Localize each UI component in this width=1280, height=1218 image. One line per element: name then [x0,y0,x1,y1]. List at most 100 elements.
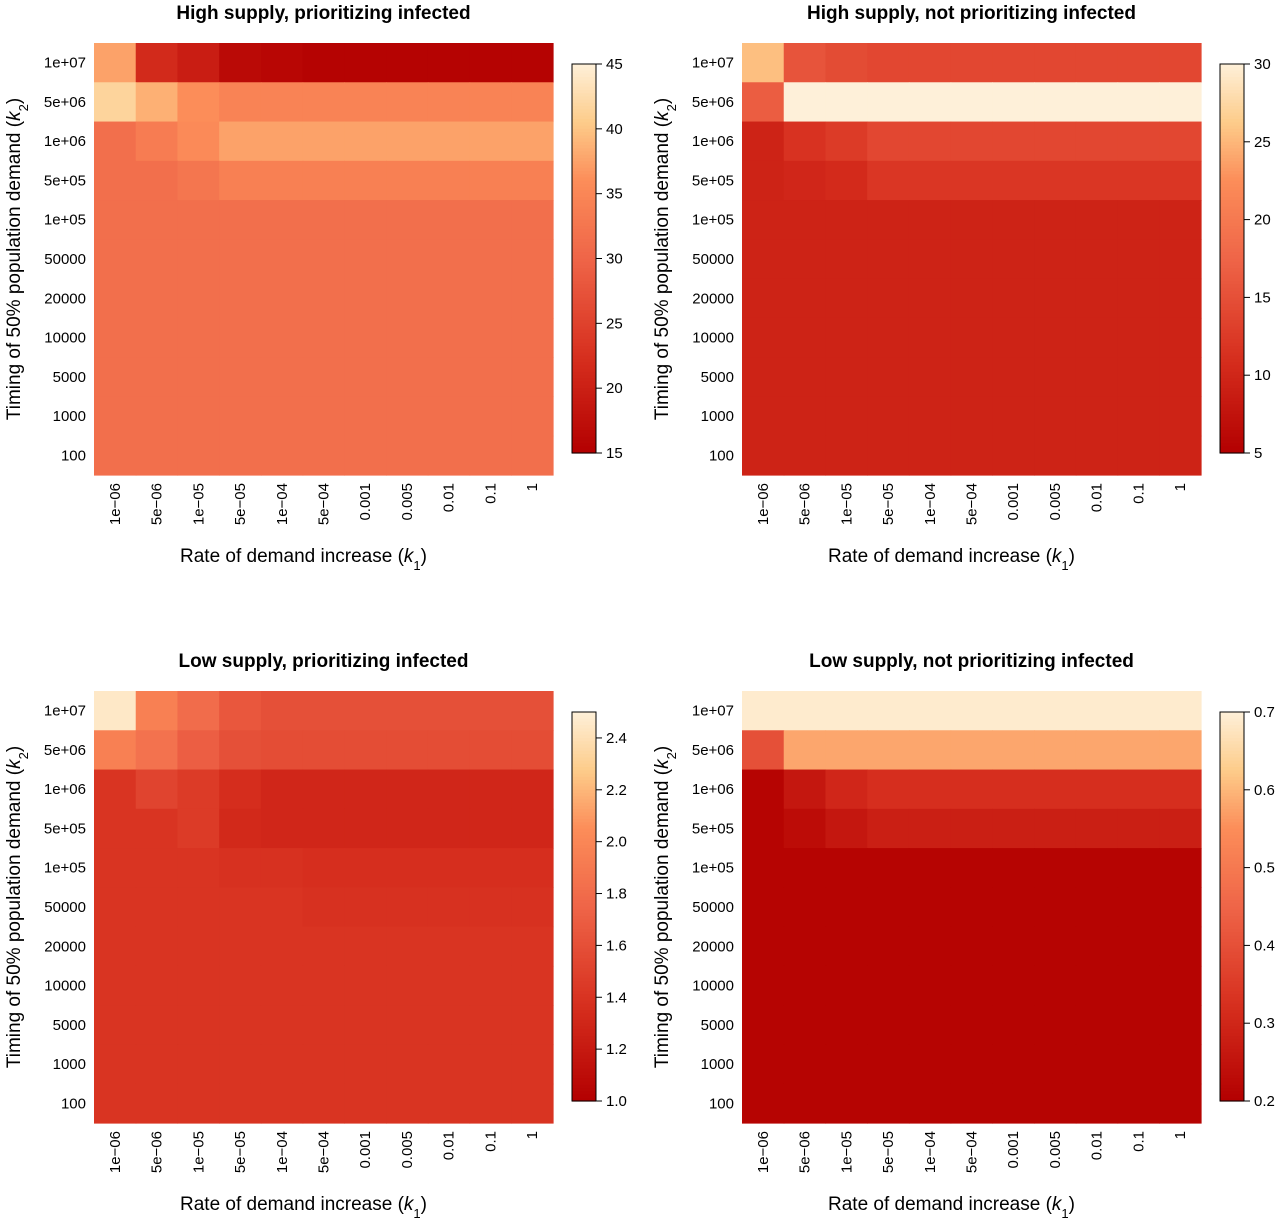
colorbar-step [1220,854,1244,859]
heatmap-cell [742,278,785,319]
heatmap-cell [177,396,220,437]
heatmap-cell [135,43,179,83]
heatmap-cell [1075,926,1119,967]
colorbar-tick-label: 2.2 [606,782,627,799]
colorbar-step [572,971,596,976]
colorbar-step [1220,177,1244,182]
colorbar-step [572,323,596,328]
y-tick-label: 5e+06 [692,742,734,759]
colorbar-step [1220,815,1244,820]
colorbar-step [1220,252,1244,256]
heatmap-cell [1117,769,1160,810]
y-axis-label-close: ) [652,746,673,752]
y-tick-label: 1e+05 [692,860,734,877]
colorbar-step [572,73,596,78]
colorbar-step [572,987,596,992]
chart-title: High supply, not prioritizing infected [807,3,1136,24]
heatmap-cell [950,887,993,928]
colorbar-step [1220,1075,1244,1079]
heatmap-cell [1075,848,1119,888]
colorbar-step [572,1023,596,1028]
colorbar-step [1220,248,1244,253]
colorbar-step [1220,1062,1244,1066]
heatmap-cell [302,357,345,398]
colorbar-step [1220,828,1244,833]
colorbar-step [1220,346,1244,350]
heatmap-cell [302,730,345,771]
colorbar-step [1220,148,1244,153]
colorbar-step [572,115,596,120]
heatmap-cell [469,808,512,849]
heatmap-cell [177,43,220,83]
colorbar-step [572,809,596,814]
heatmap-cell [992,887,1035,928]
colorbar-step [1220,997,1244,1002]
heatmap-cell [1159,357,1202,398]
heatmap-cell [1075,808,1119,849]
heatmap-cell [1159,1005,1202,1046]
colorbar-step [1220,990,1244,995]
colorbar-step [1220,789,1244,794]
colorbar-step [1220,906,1244,911]
heatmap-cell [1117,730,1160,771]
colorbar-step [1220,1036,1244,1041]
x-tick-label: 0.1 [1130,483,1147,504]
heatmap-cell [260,396,304,437]
colorbar-step [1220,1058,1244,1063]
y-tick-label: 100 [61,447,86,464]
colorbar-step [1220,167,1244,172]
colorbar-step [1220,922,1244,927]
heatmap-cell [950,82,993,123]
colorbar: 15 20 25 30 35 40 45 [571,56,623,462]
heatmap-cell [1075,239,1119,280]
heatmap-cell [1075,1005,1119,1046]
heatmap-cell [177,435,220,476]
colorbar-step [572,391,596,396]
heatmap-cell [1159,808,1202,849]
heatmap-cell [950,200,993,240]
colorbar-step [572,371,596,376]
colorbar-step [572,138,596,143]
colorbar-step [572,880,596,885]
heatmap-cell [469,848,512,888]
colorbar-step [1220,401,1244,405]
colorbar-step [572,932,596,937]
colorbar-step [572,754,596,758]
heatmap-cell [260,1044,304,1085]
heatmap-cell [427,160,471,201]
colorbar-step [572,718,596,723]
heatmap-cell [1034,965,1077,1006]
heatmap-cell [469,317,512,358]
colorbar-step [1220,158,1244,162]
colorbar-step [572,401,596,405]
y-tick-label: 1e+07 [44,55,86,72]
heatmap-cell [427,357,471,398]
colorbar-step [572,122,596,127]
heatmap-cells [94,691,554,1124]
colorbar-step [572,854,596,859]
colorbar-step [1220,938,1244,943]
colorbar-step [1220,76,1244,81]
y-axis-label-sub: 2 [16,104,31,111]
heatmap-cell [94,691,137,731]
heatmap-cell [1159,887,1202,928]
colorbar-step [1220,1026,1244,1031]
heatmap-cell [992,239,1035,280]
colorbar-step [572,857,596,862]
heatmap-cell [386,43,429,83]
heatmap-cell [260,1083,304,1124]
colorbar-step [572,780,596,784]
colorbar-step [1220,838,1244,843]
heatmap-cell [219,121,262,162]
colorbar-step [1220,138,1244,143]
colorbar-step [1220,750,1244,755]
colorbar-step [572,890,596,895]
colorbar-step [1220,1068,1244,1073]
x-axis-label-close: ) [1069,1194,1075,1215]
colorbar-step [572,375,596,380]
heatmap-cell [135,317,179,358]
heatmap-cell [867,82,910,123]
heatmap-cell [783,317,827,358]
heatmap-cell [177,239,220,280]
colorbar-step [1220,776,1244,781]
